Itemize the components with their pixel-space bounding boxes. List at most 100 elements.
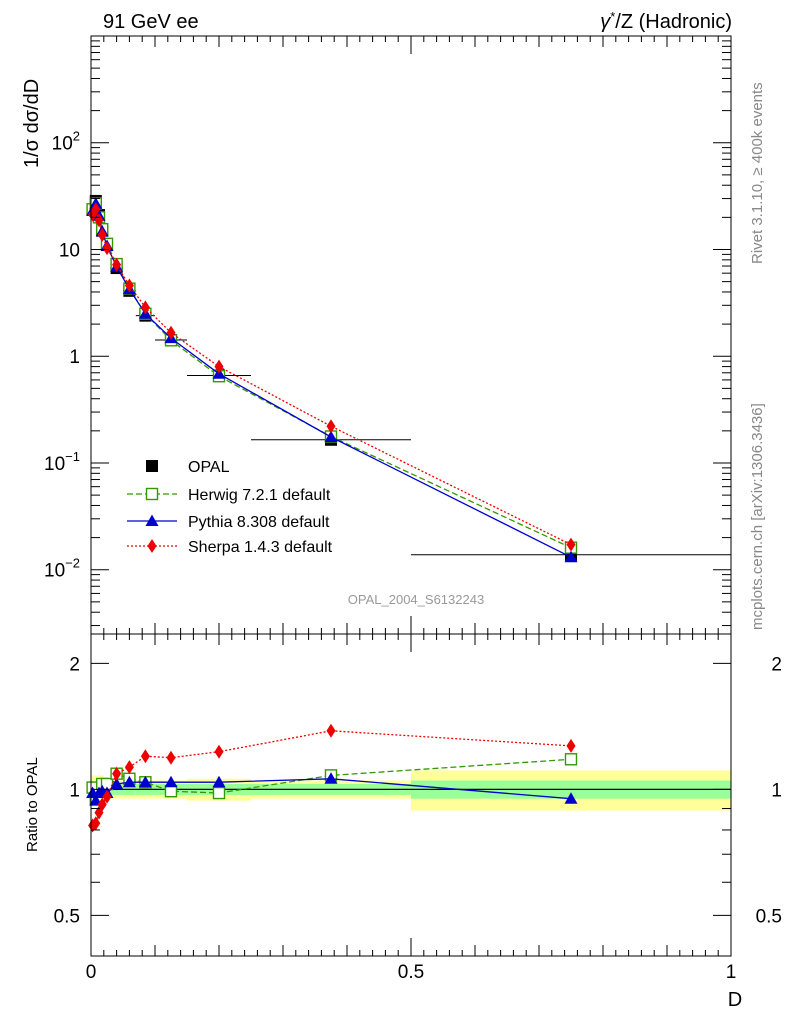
ratio-point-sherpa (102, 789, 112, 804)
point-sherpa (214, 359, 224, 374)
ratio-y-tick-label-left: 1 (69, 780, 80, 801)
point-sherpa (112, 257, 122, 272)
y-tick-label: 10 (59, 240, 80, 261)
ratio-point-sherpa (124, 760, 134, 775)
point-pythia (564, 550, 578, 563)
x-tick-labels: 0 0.5 1 (86, 962, 737, 983)
analysis-watermark: OPAL_2004_S6132243 (348, 592, 484, 607)
point-sherpa (566, 537, 576, 552)
point-sherpa (124, 278, 134, 293)
legend-marker-sherpa (147, 539, 157, 553)
mcplots-label: mcplots.cern.ch [arXiv:1306.3436] (749, 403, 766, 630)
header-right: γ*/Z (Hadronic) (600, 9, 732, 33)
ratio-y-tick-label-left: 2 (69, 654, 80, 675)
main-y-ticks (91, 40, 731, 627)
ratio-point-sherpa (112, 766, 122, 781)
ratio-y-ticks (91, 662, 731, 957)
y-tick-label-base: 1 (69, 347, 80, 368)
point-sherpa (102, 241, 112, 256)
legend-marker-pythia (145, 514, 159, 526)
ratio-point-sherpa (214, 744, 224, 759)
series-opal (86, 194, 731, 561)
x-tick-label: 0 (86, 962, 97, 983)
main-panel-frame (90, 35, 732, 635)
ratio-point-sherpa (166, 750, 176, 765)
y-tick-label: 10−1 (44, 449, 80, 475)
x-tick-label: 1 (726, 962, 737, 983)
y-tick-label-base: 10 (44, 454, 65, 475)
series-sherpa (88, 202, 576, 552)
y-tick-label: 1 (69, 347, 80, 368)
legend-marker-herwig (145, 487, 159, 501)
series-pythia (86, 197, 578, 563)
uncertainty-band (91, 770, 731, 811)
ratio-y-axis-label: Ratio to OPAL (24, 757, 41, 852)
ratio-point-pythia (164, 775, 178, 788)
ratio-point-herwig (164, 785, 178, 798)
rivet-label: Rivet 3.1.10, ≥ 400k events (749, 82, 766, 264)
y-tick-label-base: 10 (59, 240, 80, 261)
main-plot-area (86, 194, 731, 563)
y-tick-label-exp: −2 (65, 556, 80, 571)
header-right-rest: /Z (Hadronic) (615, 11, 732, 33)
legend-entry-opal: OPAL (146, 459, 230, 476)
ratio-y-tick-label-left: 0.5 (54, 906, 80, 927)
y-tick-label: 10−2 (44, 556, 80, 582)
line-sherpa (92, 207, 572, 546)
main-x-ticks (90, 36, 732, 634)
legend-label-pythia: Pythia 8.308 default (188, 514, 330, 531)
legend-label-opal: OPAL (188, 459, 230, 476)
legend-entry-herwig: Herwig 7.2.1 default (127, 487, 331, 504)
ratio-x-ticks (90, 634, 732, 956)
point-sherpa (91, 202, 101, 217)
ratio-series-sherpa (88, 723, 576, 833)
ratio-plot-area (86, 723, 731, 833)
ratio-point-pythia (110, 777, 124, 789)
legend-entry-pythia: Pythia 8.308 default (127, 514, 330, 531)
ratio-point-pythia (212, 775, 226, 788)
y-tick-label-base: 10 (44, 561, 65, 582)
main-y-axis-label: 1/σ dσ/dD (21, 79, 43, 168)
ratio-point-pythia (324, 772, 338, 784)
legend-label-herwig: Herwig 7.2.1 default (188, 487, 331, 504)
legend-entry-sherpa: Sherpa 1.4.3 default (127, 539, 333, 556)
point-sherpa (166, 325, 176, 340)
line-herwig (92, 201, 572, 549)
ratio-point-pythia (138, 775, 152, 788)
ratio-point-sherpa (91, 816, 101, 831)
y-tick-label-exp: −1 (65, 449, 80, 464)
point-sherpa (326, 419, 336, 434)
ratio-point-pythia (122, 775, 136, 788)
point-sherpa (97, 227, 107, 242)
ratio-point-herwig (212, 786, 226, 800)
legend-label-sherpa: Sherpa 1.4.3 default (188, 539, 333, 556)
header-right-symbol: γ (600, 11, 611, 33)
ratio-y-tick-label-right: 0.5 (756, 906, 782, 927)
y-tick-label-exp: 2 (73, 129, 80, 144)
point-sherpa (94, 213, 104, 228)
ratio-point-pythia (564, 792, 578, 804)
header-left: 91 GeV ee (103, 11, 199, 33)
point-pythia (324, 430, 338, 443)
line-pythia (92, 201, 572, 558)
ratio-series-pythia (86, 772, 578, 806)
ratio-point-sherpa (326, 723, 336, 738)
ratio-point-sherpa (566, 738, 576, 753)
legend-marker-opal (146, 460, 158, 472)
series-herwig (86, 197, 578, 554)
ratio-y-tick-labels: 0.5 0.5 1 1 2 2 (54, 654, 782, 927)
x-axis-label: D (728, 989, 742, 1011)
ratio-panel: 0.5 0.5 1 1 2 2 0 0.5 1 (54, 633, 782, 983)
ratio-point-herwig (564, 753, 578, 766)
legend: OPAL Herwig 7.2.1 default Pythia 8.308 def… (127, 459, 333, 556)
ratio-y-tick-label-right: 2 (771, 654, 782, 675)
y-tick-label: 102 (52, 129, 80, 155)
ratio-point-sherpa (140, 749, 150, 764)
x-tick-label: 0.5 (398, 962, 424, 983)
header-right-sup: * (610, 9, 615, 24)
y-tick-label-base: 10 (52, 134, 73, 155)
point-sherpa (140, 300, 150, 315)
